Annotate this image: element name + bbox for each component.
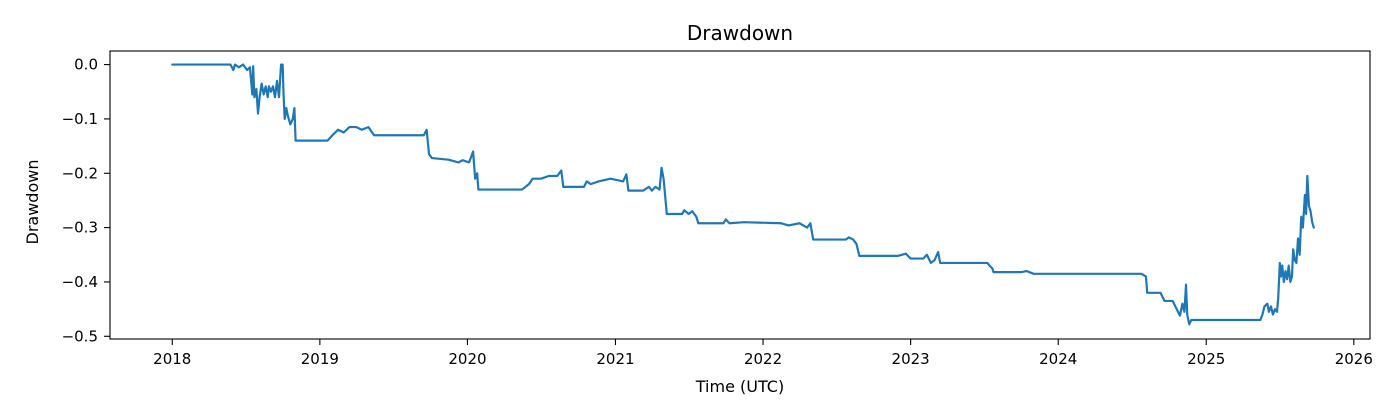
x-tick-label: 2024 xyxy=(1039,350,1077,368)
y-tick-label: −0.4 xyxy=(62,273,98,291)
x-tick-label: 2020 xyxy=(448,350,486,368)
y-tick-label: 0.0 xyxy=(74,56,98,74)
x-tick-label: 2021 xyxy=(596,350,634,368)
y-axis-ticks: 0.0 −0.1 −0.2 −0.3 −0.4 −0.5 xyxy=(62,56,110,345)
y-tick-label: −0.5 xyxy=(62,327,98,345)
y-tick-label: −0.2 xyxy=(62,164,98,182)
x-tick-label: 2025 xyxy=(1187,350,1225,368)
x-axis-label: Time (UTC) xyxy=(695,377,784,396)
x-tick-label: 2026 xyxy=(1335,350,1373,368)
y-tick-label: −0.3 xyxy=(62,219,98,237)
x-tick-label: 2019 xyxy=(301,350,339,368)
x-tick-label: 2023 xyxy=(892,350,930,368)
y-tick-label: −0.1 xyxy=(62,110,98,128)
x-tick-label: 2018 xyxy=(153,350,191,368)
drawdown-series-line xyxy=(171,63,1315,326)
y-axis-label: Drawdown xyxy=(23,160,42,245)
x-axis-ticks: 2018 2019 2020 2021 2022 2023 2024 2025 2026 xyxy=(153,339,1373,368)
chart-title: Drawdown xyxy=(687,21,793,45)
plot-frame xyxy=(109,50,1371,340)
x-tick-label: 2022 xyxy=(744,350,782,368)
